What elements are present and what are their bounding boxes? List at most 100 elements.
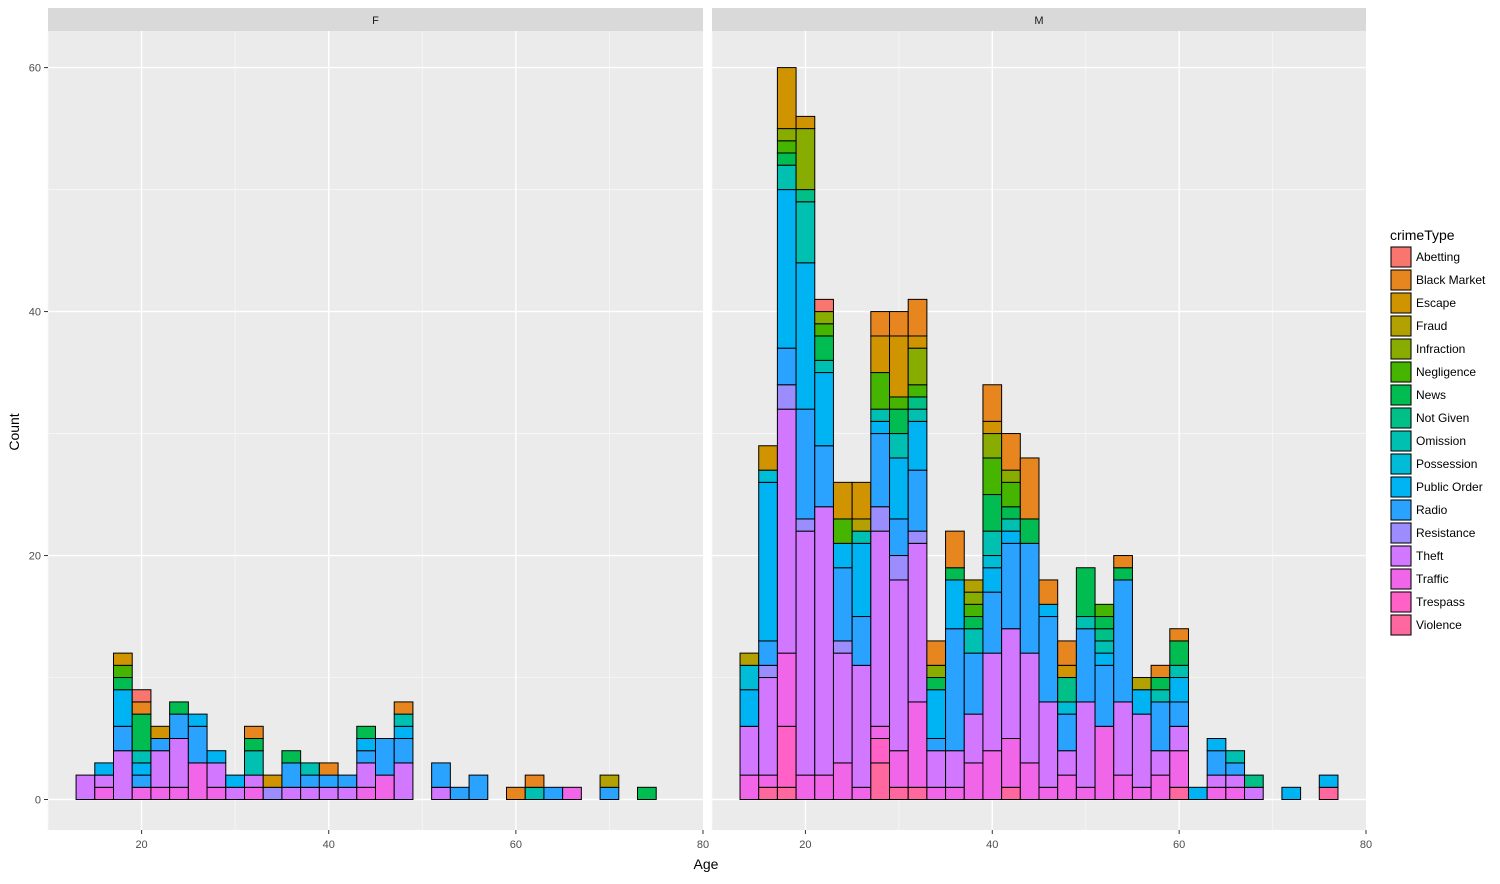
legend-swatch bbox=[1390, 292, 1412, 314]
bar-segment-theft bbox=[300, 786, 320, 801]
bar-segment-escape bbox=[758, 445, 778, 471]
bar-segment-radio bbox=[393, 738, 414, 764]
bar-segment-black-market bbox=[1019, 457, 1040, 520]
bar-segment-violence bbox=[1001, 786, 1021, 801]
bar-segment-news bbox=[982, 494, 1003, 532]
bar-segment-theft bbox=[393, 762, 414, 801]
bar-segment-resistance bbox=[889, 555, 909, 581]
bar-segment-negligence bbox=[870, 372, 891, 410]
bar-segment-escape bbox=[776, 67, 797, 130]
bar-segment-theft bbox=[945, 750, 965, 788]
legend-swatch bbox=[1390, 545, 1412, 567]
legend-label: Not Given bbox=[1416, 411, 1469, 425]
facet-strip bbox=[48, 8, 703, 31]
bar-segment-theft bbox=[982, 652, 1003, 752]
bar-segment-radio bbox=[449, 786, 470, 801]
x-tick-label: 20 bbox=[799, 839, 811, 851]
bar-segment-omission bbox=[907, 408, 928, 422]
bar-segment-radio bbox=[795, 408, 816, 520]
bar-segment-radio bbox=[1150, 701, 1171, 752]
bar-segment-omission bbox=[1225, 750, 1246, 764]
bar-segment-public-order bbox=[907, 420, 928, 471]
y-tick-label: 0 bbox=[35, 795, 41, 807]
bar-segment-news bbox=[1001, 506, 1021, 520]
legend: crimeType Abetting Black Market Escape Frau… bbox=[1390, 227, 1486, 636]
bar-segment-radio bbox=[187, 725, 208, 764]
bar-segment-radio bbox=[113, 725, 133, 752]
bar-segment-black-market bbox=[524, 774, 545, 788]
bar-segment-possession bbox=[1057, 701, 1077, 715]
legend-label: Public Order bbox=[1416, 480, 1483, 494]
bar-segment-negligence bbox=[889, 396, 909, 410]
bar-segment-radio bbox=[832, 567, 853, 642]
bar-segment-omission bbox=[300, 762, 320, 776]
bar-segment-public-order bbox=[926, 689, 947, 740]
legend-swatch bbox=[1390, 246, 1412, 268]
bar-segment-traffic bbox=[795, 774, 816, 801]
bar-segment-public-order bbox=[832, 542, 853, 569]
legend-swatch bbox=[1390, 430, 1412, 452]
bar-segment-theft bbox=[169, 738, 189, 788]
bar-segment-public-order bbox=[1169, 677, 1189, 703]
bar-segment-theft bbox=[113, 750, 133, 801]
bar-segment-traffic bbox=[814, 774, 834, 801]
bar-segment-negligence bbox=[832, 518, 853, 544]
bar-segment-public-order bbox=[814, 372, 834, 447]
x-axis: 20 40 60 80 20 40 60 80 bbox=[135, 830, 1372, 851]
bar-segment-news bbox=[113, 677, 133, 691]
bar-segment-omission bbox=[131, 750, 152, 764]
legend-label: Traffic bbox=[1416, 572, 1449, 586]
bar-segment-theft bbox=[1001, 628, 1021, 740]
bar-segment-news bbox=[637, 786, 657, 801]
legend-swatch bbox=[1390, 453, 1412, 475]
legend-label: Possession bbox=[1416, 457, 1477, 471]
y-tick-label: 40 bbox=[29, 307, 41, 319]
bar-segment-fraud bbox=[599, 774, 620, 788]
bar-segment-traffic bbox=[1113, 774, 1133, 801]
x-tick-label: 60 bbox=[510, 839, 522, 851]
bar-segment-theft bbox=[1244, 786, 1264, 801]
bar-segment-traffic bbox=[150, 786, 171, 801]
y-tick-label: 60 bbox=[29, 63, 41, 75]
x-tick-label: 80 bbox=[697, 839, 709, 851]
bar-segment-traffic bbox=[1019, 762, 1040, 801]
bar-segment-radio bbox=[907, 469, 928, 532]
bar-segment-fraud bbox=[851, 518, 872, 532]
bar-segment-theft bbox=[832, 652, 853, 764]
bar-segment-fraud bbox=[1131, 677, 1152, 691]
bar-segment-negligence bbox=[1094, 603, 1115, 618]
bar-segment-public-order bbox=[225, 774, 246, 788]
bar-segment-traffic bbox=[1206, 786, 1227, 801]
bar-segment-omission bbox=[1094, 640, 1115, 654]
bar-segment-traffic bbox=[870, 725, 891, 740]
bar-segment-radio bbox=[599, 786, 620, 801]
bar-segment-theft bbox=[851, 664, 872, 788]
bar-segment-radio bbox=[1038, 616, 1059, 703]
bar-segment-violence bbox=[1318, 786, 1339, 801]
bar-segment-radio bbox=[375, 738, 395, 776]
bar-segment-theft bbox=[1019, 652, 1040, 764]
bar-segment-radio bbox=[814, 445, 834, 508]
bar-segment-escape bbox=[870, 335, 891, 374]
bar-segment-radio bbox=[1001, 542, 1021, 630]
bar-segment-theft bbox=[281, 786, 302, 801]
bar-segment-black-market bbox=[244, 725, 264, 740]
bar-segment-radio bbox=[1075, 628, 1096, 703]
bar-segment-negligence bbox=[982, 457, 1003, 496]
bar-segment-public-order bbox=[131, 762, 152, 776]
bar-segment-traffic bbox=[1075, 786, 1096, 801]
bar-segment-radio bbox=[468, 774, 489, 801]
bar-segment-omission bbox=[889, 433, 909, 459]
bar-segment-theft bbox=[356, 762, 376, 788]
bar-segment-infraction bbox=[926, 664, 947, 679]
bar-segment-infraction bbox=[795, 128, 816, 191]
bar-segment-radio bbox=[131, 774, 152, 788]
bar-segment-theft bbox=[739, 725, 760, 776]
bar-segment-radio bbox=[356, 750, 376, 764]
bar-segment-omission bbox=[1001, 518, 1021, 532]
legend-label: Infraction bbox=[1416, 342, 1465, 356]
bar-segment-news bbox=[1169, 640, 1189, 666]
bar-segment-radio bbox=[169, 713, 189, 740]
